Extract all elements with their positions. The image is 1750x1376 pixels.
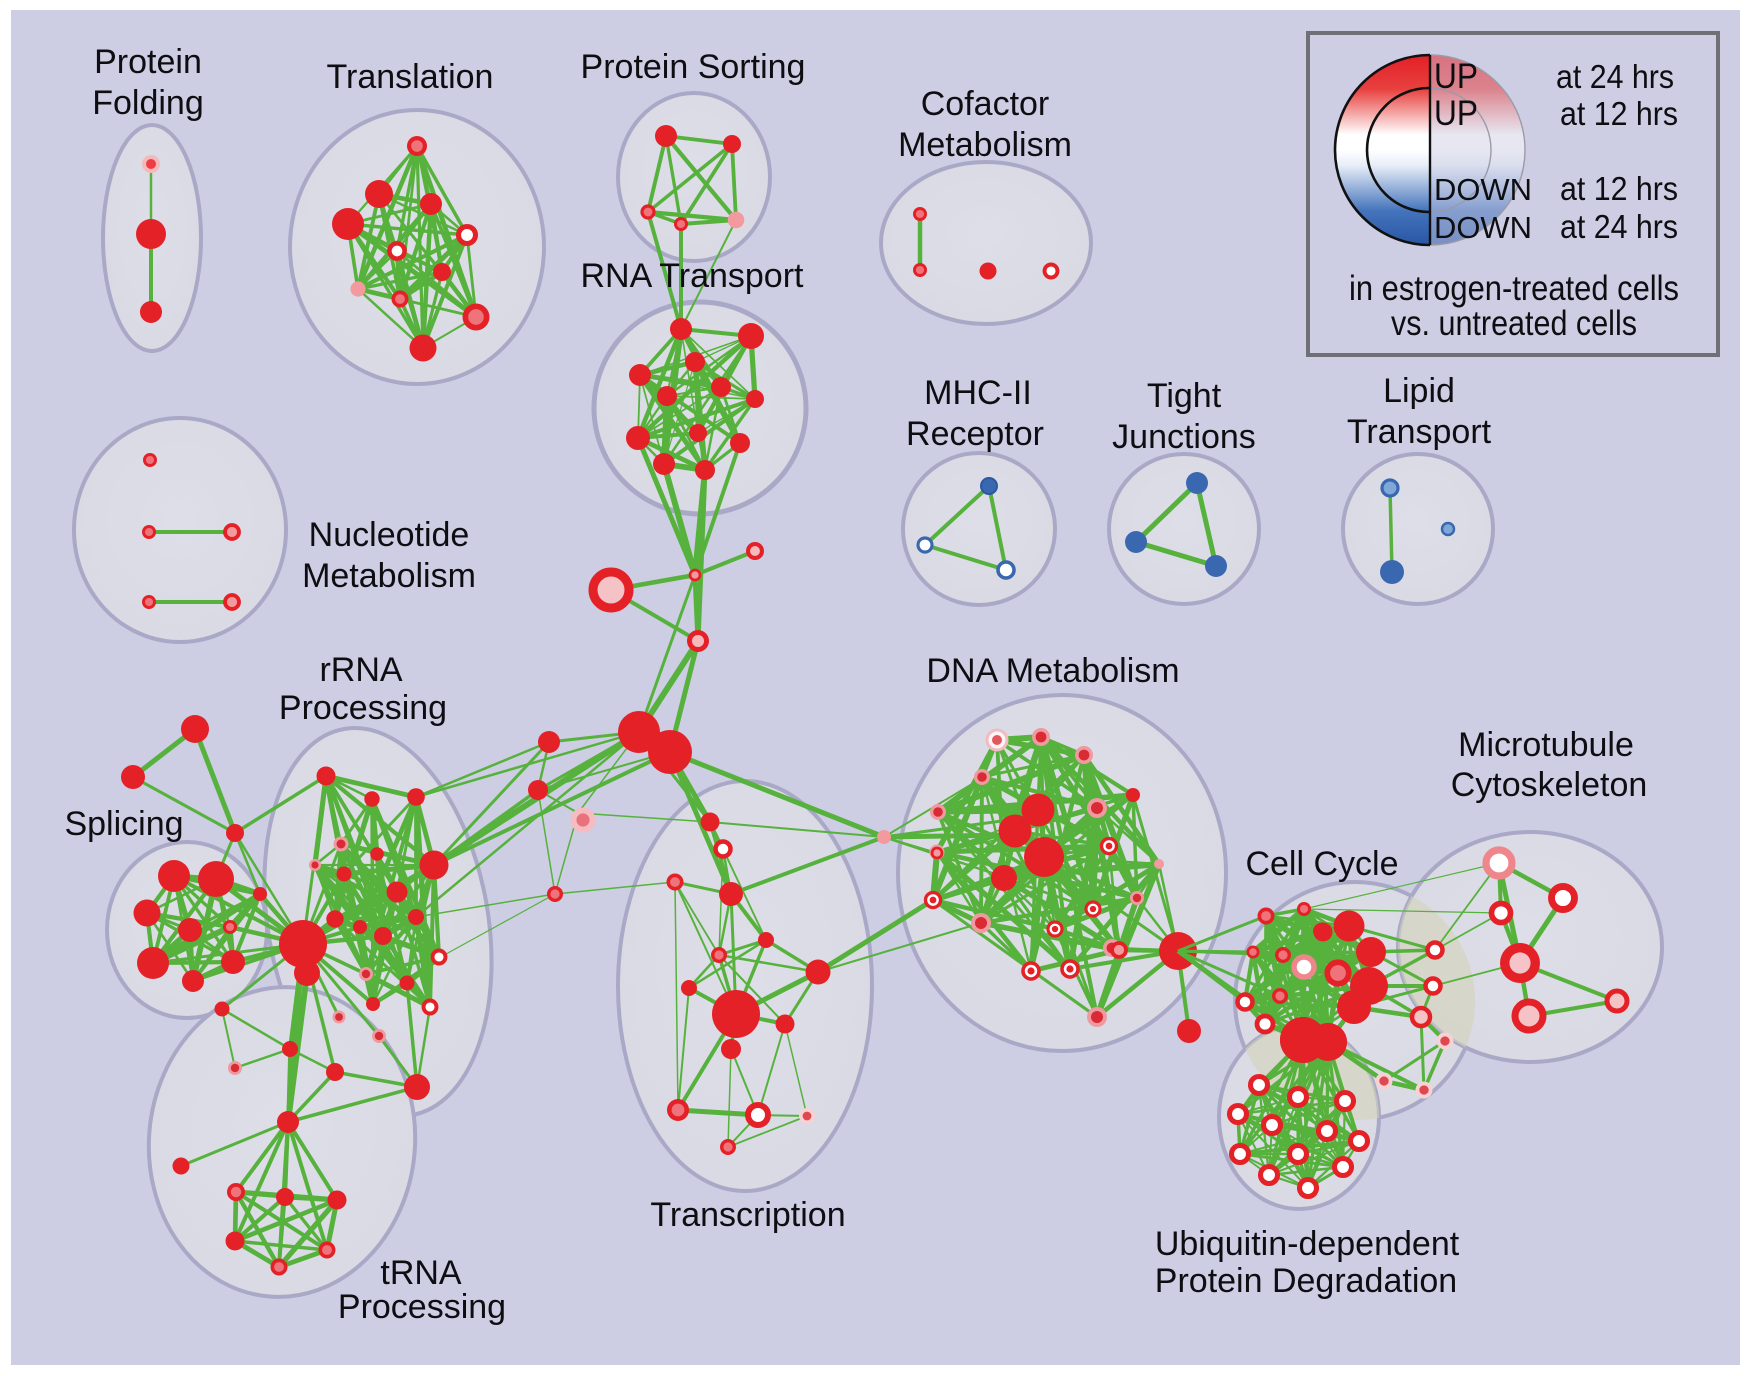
svg-text:tRNA: tRNA [380,1254,462,1292]
svg-text:Cell Cycle: Cell Cycle [1245,845,1398,883]
svg-text:vs. untreated cells: vs. untreated cells [1391,304,1637,343]
svg-text:Cytoskeleton: Cytoskeleton [1451,766,1648,804]
svg-text:RNA Transport: RNA Transport [581,257,805,295]
svg-text:DOWN: DOWN [1434,210,1532,245]
svg-text:Protein: Protein [94,43,202,81]
svg-text:Transcription: Transcription [650,1196,845,1234]
svg-text:Nucleotide: Nucleotide [309,516,470,554]
svg-text:DNA Metabolism: DNA Metabolism [926,652,1179,690]
svg-text:Microtubule: Microtubule [1458,726,1634,764]
svg-text:Processing: Processing [338,1288,506,1326]
svg-text:at 12 hrs: at 12 hrs [1560,170,1678,207]
svg-text:in estrogen-treated cells: in estrogen-treated cells [1349,269,1679,308]
svg-text:Protein Degradation: Protein Degradation [1155,1262,1457,1300]
svg-text:Processing: Processing [279,689,447,727]
svg-text:UP: UP [1434,57,1478,96]
svg-text:DOWN: DOWN [1434,172,1532,207]
svg-text:Metabolism: Metabolism [302,557,476,595]
svg-text:Folding: Folding [92,84,204,122]
svg-text:Lipid: Lipid [1383,372,1455,410]
svg-text:Ubiquitin-dependent: Ubiquitin-dependent [1155,1225,1460,1263]
svg-text:at 12 hrs: at 12 hrs [1560,95,1678,132]
svg-text:MHC-II: MHC-II [924,374,1032,412]
svg-text:Cofactor: Cofactor [921,85,1050,123]
svg-text:Splicing: Splicing [64,805,183,843]
svg-text:Transport: Transport [1347,413,1492,451]
svg-text:Translation: Translation [327,58,494,96]
svg-text:Protein Sorting: Protein Sorting [581,48,806,86]
svg-text:at 24 hrs: at 24 hrs [1556,58,1674,95]
svg-text:Junctions: Junctions [1112,418,1256,456]
svg-text:Metabolism: Metabolism [898,126,1072,164]
svg-text:Receptor: Receptor [906,415,1044,453]
svg-text:rRNA: rRNA [319,651,402,689]
svg-text:UP: UP [1434,94,1478,133]
svg-text:at 24 hrs: at 24 hrs [1560,208,1678,245]
svg-text:Tight: Tight [1147,377,1222,415]
